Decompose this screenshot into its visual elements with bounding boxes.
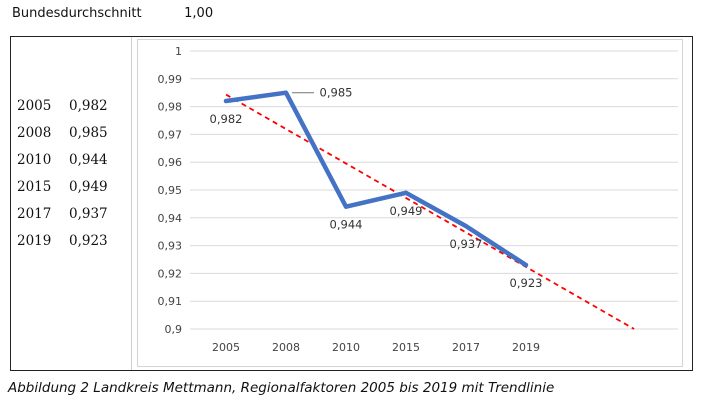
table-row: 2010 0,944: [17, 147, 108, 174]
y-tick-label: 0,95: [158, 184, 183, 197]
data-point: [284, 90, 288, 95]
table-value: 0,923: [69, 233, 108, 249]
table-row: 2008 0,985: [17, 120, 108, 147]
value-table: 2005 0,982 2008 0,985 2010 0,944 2015 0,949 2017…: [17, 93, 108, 255]
header-value: 1,00: [184, 6, 214, 21]
data-label: 0,937: [450, 237, 483, 251]
x-tick-label: 2010: [332, 341, 360, 354]
y-tick-label: 0,99: [158, 73, 183, 86]
data-point: [344, 204, 348, 209]
header-label: Bundesdurchschnitt: [12, 6, 142, 21]
table-value: 0,944: [69, 152, 108, 168]
table-year: 2015: [17, 179, 52, 195]
trendline: [225, 93, 635, 330]
y-tick-label: 0,96: [158, 156, 183, 169]
y-tick-label: 0,9: [165, 323, 183, 336]
data-label: 0,982: [210, 112, 243, 126]
table-value: 0,937: [69, 206, 108, 222]
line-chart: 0,9 0,91 0,92 0,93 0,94 0,95 0,96 0,97 0,98 0,99 1…: [158, 45, 678, 354]
table-year: 2017: [17, 206, 52, 222]
data-point: [464, 224, 468, 229]
table-year: 2008: [17, 125, 52, 141]
table-row: 2017 0,937: [17, 201, 108, 228]
data-label: 0,923: [510, 276, 543, 290]
y-tick-label: 0,94: [158, 212, 183, 225]
table-row: 2005 0,982: [17, 93, 108, 120]
table-value: 0,985: [69, 125, 108, 141]
plot-area: 0,9 0,91 0,92 0,93 0,94 0,95 0,96 0,97 0,98 0,99 1…: [137, 39, 683, 367]
table-value: 0,982: [69, 98, 108, 114]
data-label: 0,949: [390, 204, 423, 218]
table-year: 2005: [17, 98, 52, 114]
x-tick-label: 2015: [392, 341, 420, 354]
y-tick-label: 1: [175, 45, 182, 58]
figure-caption: Abbildung 2 Landkreis Mettmann, Regional…: [8, 380, 555, 396]
header: Bundesdurchschnitt 1,00: [12, 6, 213, 21]
x-tick-label: 2017: [452, 341, 480, 354]
x-tick-label: 2019: [512, 341, 540, 354]
data-point: [404, 190, 408, 195]
table-year: 2010: [17, 152, 52, 168]
x-tick-label: 2008: [272, 341, 300, 354]
data-point: [524, 263, 528, 268]
y-tick-label: 0,92: [158, 267, 183, 280]
data-label: 0,944: [330, 218, 363, 232]
y-tick-label: 0,98: [158, 101, 183, 114]
data-label: 0,985: [320, 86, 353, 100]
data-point: [224, 99, 228, 104]
y-tick-label: 0,93: [158, 240, 183, 253]
x-tick-label: 2005: [212, 341, 240, 354]
table-year: 2019: [17, 233, 52, 249]
frame-divider: [131, 37, 132, 370]
y-tick-label: 0,91: [158, 295, 183, 308]
figure-frame: 2005 0,982 2008 0,985 2010 0,944 2015 0,949 2017…: [10, 36, 693, 371]
table-row: 2019 0,923: [17, 228, 108, 255]
y-tick-label: 0,97: [158, 128, 183, 141]
table-row: 2015 0,949: [17, 174, 108, 201]
table-value: 0,949: [69, 179, 108, 195]
series-line: [223, 90, 529, 268]
